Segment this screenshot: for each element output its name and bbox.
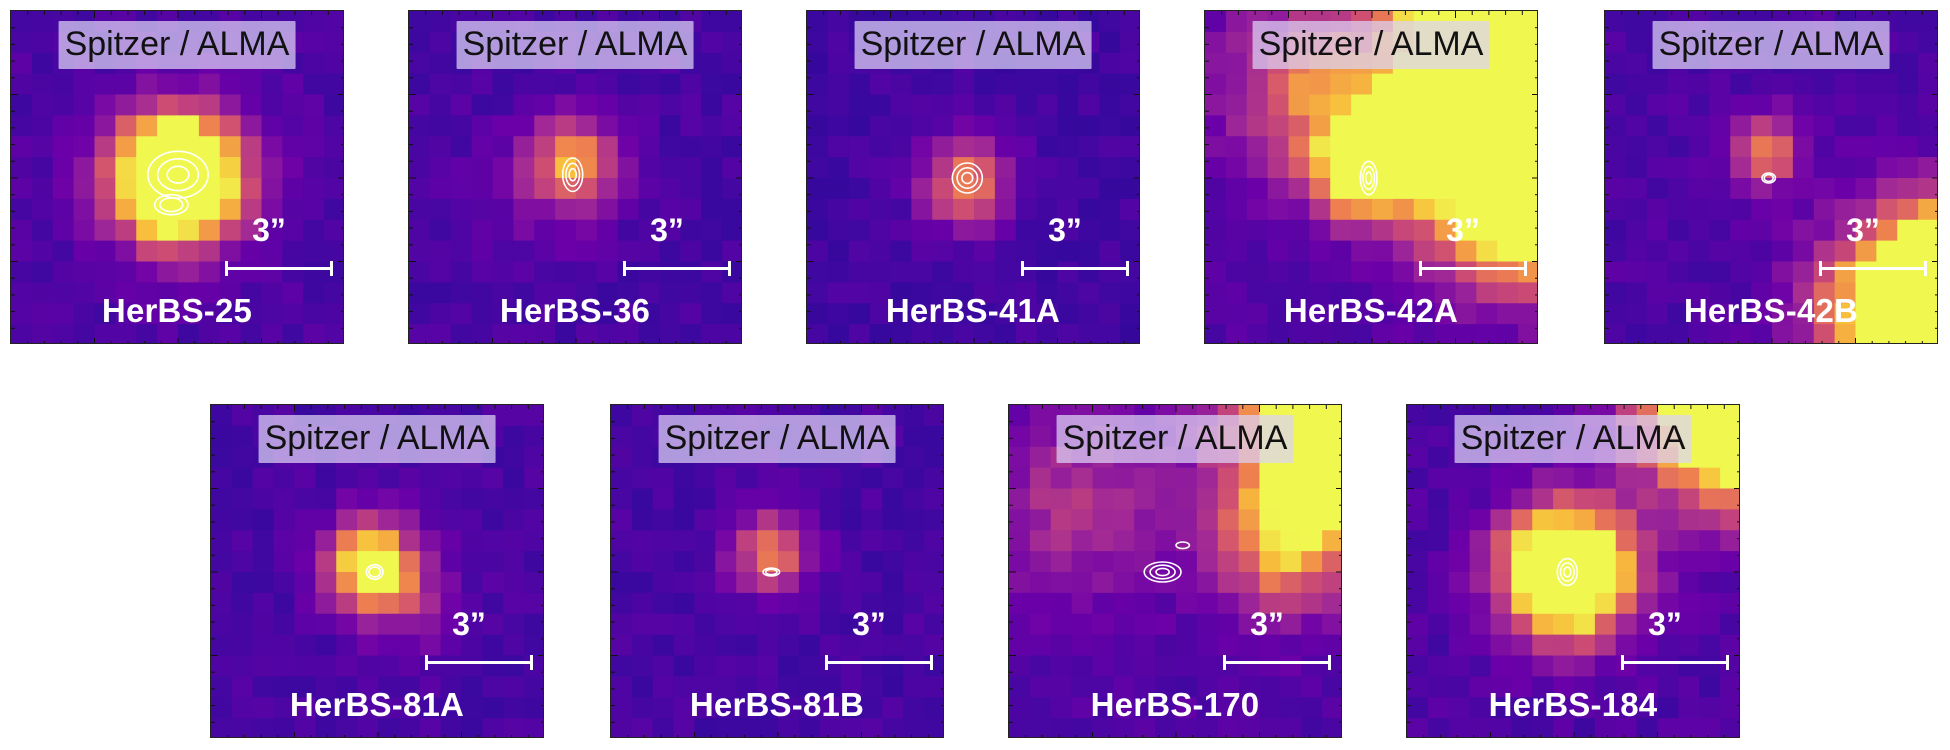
source-name: HerBS-41A	[885, 292, 1061, 329]
scale-bar	[225, 261, 333, 276]
alma-contours	[561, 157, 584, 193]
scale-bar-label: 3”	[650, 212, 684, 248]
panel-header: Spitzer / ALMA	[658, 415, 896, 463]
scale-bar	[1021, 261, 1129, 276]
panel-herbs-81b: Spitzer / ALMA 3” HerBS-81B	[610, 404, 944, 738]
alma-contours	[1143, 541, 1191, 583]
scale-bar-label: 3”	[1446, 212, 1480, 248]
panel-header: Spitzer / ALMA	[854, 21, 1092, 69]
panel-herbs-41a: Spitzer / ALMA 3” HerBS-41A	[806, 10, 1140, 344]
source-name: HerBS-81B	[689, 686, 865, 723]
scale-bar	[1419, 261, 1527, 276]
source-name: HerBS-170	[1090, 686, 1260, 723]
alma-contours	[951, 162, 984, 194]
panel-header: Spitzer / ALMA	[456, 21, 694, 69]
scale-bar-label: 3”	[852, 606, 886, 642]
panel-herbs-184: Spitzer / ALMA 3” HerBS-184	[1406, 404, 1740, 738]
source-name: HerBS-42B	[1683, 292, 1859, 329]
panel-herbs-25: Spitzer / ALMA 3” HerBS-25	[10, 10, 344, 344]
scale-bar	[1621, 655, 1729, 670]
panel-herbs-170: Spitzer / ALMA 3” HerBS-170	[1008, 404, 1342, 738]
alma-contours	[365, 563, 384, 581]
scale-bar-label: 3”	[1846, 212, 1880, 248]
panel-herbs-42b: Spitzer / ALMA 3” HerBS-42B	[1604, 10, 1938, 344]
scale-bar-label: 3”	[1250, 606, 1284, 642]
scale-bar-label: 3”	[252, 212, 286, 248]
scale-bar-label: 3”	[1648, 606, 1682, 642]
scale-bar	[1819, 261, 1927, 276]
scale-bar	[623, 261, 731, 276]
scale-bar-label: 3”	[1048, 212, 1082, 248]
source-name: HerBS-36	[499, 292, 651, 329]
scale-bar	[425, 655, 533, 670]
scale-bar-label: 3”	[452, 606, 486, 642]
source-name: HerBS-81A	[289, 686, 465, 723]
panel-header: Spitzer / ALMA	[1056, 415, 1294, 463]
scale-bar	[825, 655, 933, 670]
panel-header: Spitzer / ALMA	[258, 415, 496, 463]
source-name: HerBS-184	[1488, 686, 1658, 723]
spitzer-image	[1407, 405, 1739, 737]
pixel-grid	[1407, 405, 1739, 737]
alma-contours	[147, 150, 209, 216]
alma-contours	[1556, 557, 1579, 587]
panel-header: Spitzer / ALMA	[1252, 21, 1490, 69]
panel-herbs-42a: Spitzer / ALMA 3” HerBS-42A	[1204, 10, 1538, 344]
alma-contours	[1761, 172, 1777, 184]
panel-header: Spitzer / ALMA	[1652, 21, 1890, 69]
source-name: HerBS-42A	[1283, 292, 1459, 329]
panel-header: Spitzer / ALMA	[58, 21, 296, 69]
source-name: HerBS-25	[101, 292, 253, 329]
alma-contours	[762, 567, 781, 577]
panel-header: Spitzer / ALMA	[1454, 415, 1692, 463]
alma-contours	[1359, 160, 1378, 196]
scale-bar	[1223, 655, 1331, 670]
panel-herbs-36: Spitzer / ALMA 3” HerBS-36	[408, 10, 742, 344]
panel-herbs-81a: Spitzer / ALMA 3” HerBS-81A	[210, 404, 544, 738]
